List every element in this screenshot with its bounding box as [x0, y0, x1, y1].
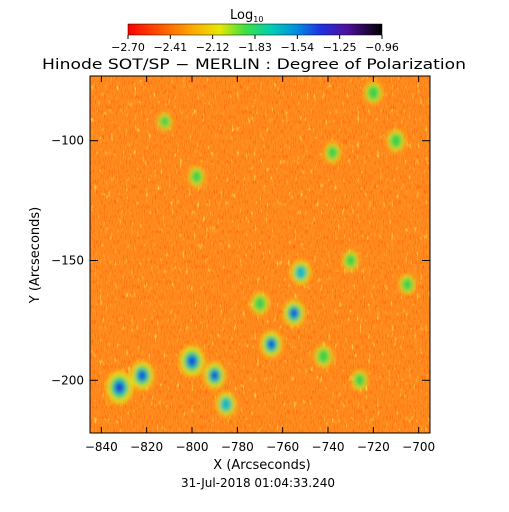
x-tick-label: −820	[130, 440, 163, 454]
colorbar-tick-label: −2.41	[153, 41, 187, 54]
colorbar-tick-label: −1.25	[323, 41, 357, 54]
x-tick-label: −740	[312, 440, 345, 454]
colorbar-tick-label: −2.12	[196, 41, 230, 54]
region-core	[188, 356, 196, 366]
chart-title: Hinode SOT/SP − MERLIN : Degree of Polar…	[42, 57, 466, 73]
region-cyan	[296, 266, 306, 278]
y-axis: −100 −150 −200	[51, 134, 430, 387]
plot-area	[90, 76, 430, 433]
x-axis-label: X (Arcseconds)	[213, 458, 310, 473]
colorbar-tick-label: −1.83	[238, 41, 272, 54]
x-axis: −840 −820 −800 −780 −760 −740 −720 −700	[85, 76, 435, 454]
colorbar: Log10 −2.70 −2.41 −2.12 −1.83 −1.54 −1.25 −0.9…	[111, 8, 399, 54]
colorbar-label: Log10	[230, 8, 263, 24]
y-tick-label: −100	[51, 134, 84, 148]
y-tick-label: −150	[51, 253, 84, 267]
region-core	[138, 371, 146, 380]
plot-frame	[89, 75, 431, 434]
region-core	[115, 382, 124, 393]
colorbar-tick-label: −1.54	[280, 41, 314, 54]
region-green	[160, 115, 170, 128]
region-green	[390, 133, 402, 149]
x-tick-label: −840	[85, 440, 118, 454]
region-core	[290, 309, 298, 318]
region-green	[345, 253, 357, 268]
x-tick-label: −760	[266, 440, 299, 454]
x-tick-label: −720	[357, 440, 390, 454]
region-green	[354, 373, 366, 388]
region-green	[367, 85, 380, 101]
region-cyan	[221, 398, 231, 410]
region-green	[191, 169, 202, 184]
region-green	[254, 296, 266, 312]
region-core	[267, 340, 275, 349]
region-green	[317, 348, 330, 364]
colorbar-tick-label: −0.96	[365, 41, 399, 54]
colorbar-gradient	[127, 23, 383, 36]
y-tick-label: −200	[51, 373, 84, 387]
timestamp: 31-Jul-2018 01:04:33.240	[181, 476, 335, 490]
x-tick-label: −800	[176, 440, 209, 454]
region-core	[211, 371, 219, 380]
x-tick-label: −700	[402, 440, 435, 454]
x-tick-label: −780	[221, 440, 254, 454]
y-axis-label: Y (Arcseconds)	[28, 207, 43, 304]
colorbar-tick-label: −2.70	[111, 41, 145, 54]
region-green	[401, 277, 413, 292]
region-green	[327, 145, 338, 160]
